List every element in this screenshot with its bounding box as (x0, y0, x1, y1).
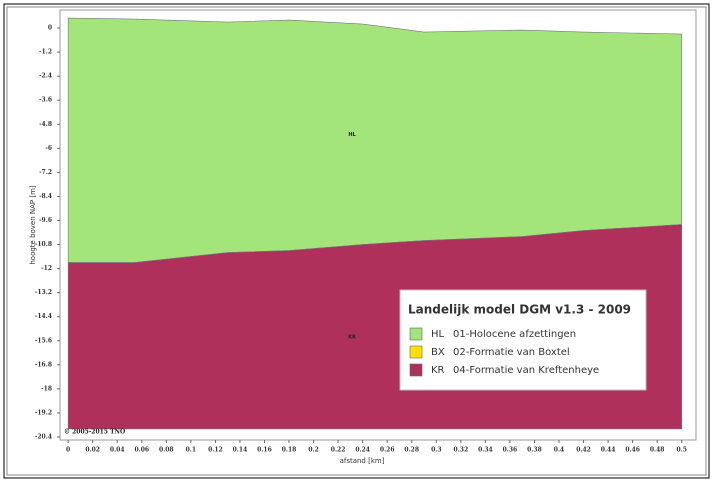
x-tick-label: 0.04 (110, 447, 125, 454)
x-tick-label: 0.5 (677, 447, 687, 454)
x-tick-label: 0.46 (625, 447, 640, 454)
x-tick-label: 0.48 (650, 447, 665, 454)
x-tick-label: 0.02 (85, 447, 100, 454)
legend-swatch (409, 327, 423, 341)
x-tick-label: 0.38 (527, 447, 542, 454)
x-tick-label: 0.26 (380, 447, 395, 454)
y-tick-label: -20.4 (35, 434, 52, 441)
x-tick-label: 0.14 (233, 447, 248, 454)
y-tick-label: -1.2 (39, 49, 52, 56)
x-tick-label: 0.06 (134, 447, 149, 454)
x-tick-label: 0.12 (208, 447, 223, 454)
y-tick-label: -19.2 (35, 409, 52, 416)
x-tick-label: 0.3 (431, 447, 441, 454)
x-tick-label: 0.24 (355, 447, 370, 454)
x-tick-label: 0.34 (478, 447, 493, 454)
x-tick-label: 0.44 (601, 447, 616, 454)
x-tick-label: 0.42 (576, 447, 591, 454)
y-axis-label: hoogte boven NAP [m] (29, 185, 37, 265)
y-tick-label: -14.4 (35, 313, 52, 320)
legend-swatch (409, 363, 423, 377)
y-tick-label: -4.8 (39, 121, 52, 128)
x-tick-label: 0.1 (186, 447, 196, 454)
copyright: © 2005-2015 TNO (64, 429, 125, 436)
x-tick-label: 0.22 (331, 447, 346, 454)
y-tick-label: -3.6 (39, 97, 52, 104)
layer-area (67, 17, 683, 263)
x-tick-label: 0 (66, 447, 70, 454)
x-tick-label: 0.28 (404, 447, 419, 454)
layer-label: HL (348, 132, 356, 138)
legend-name: 02-Formatie van Boxtel (453, 347, 570, 358)
y-tick-label: -15.6 (35, 337, 52, 344)
inner-frame (6, 6, 707, 476)
y-tick-label: -18 (41, 385, 52, 392)
outer-frame (3, 3, 710, 479)
legend-code: HL (431, 329, 445, 340)
y-tick-label: -12 (41, 265, 52, 272)
x-tick-label: 0.4 (554, 447, 564, 454)
y-tick-label: -16.8 (35, 361, 52, 368)
y-tick-label: -8.4 (39, 193, 52, 200)
x-tick-label: 0.36 (503, 447, 518, 454)
x-tick-label: 0.16 (257, 447, 272, 454)
legend-code: BX (431, 347, 445, 358)
legend-code: KR (431, 365, 445, 376)
y-tick-label: -13.2 (35, 289, 52, 296)
legend-name: 01-Holocene afzettingen (453, 329, 576, 340)
y-tick-label: -9.6 (39, 217, 52, 224)
x-tick-label: 0.2 (308, 447, 318, 454)
x-tick-label: 0.32 (454, 447, 469, 454)
y-tick-label: -10.8 (35, 241, 52, 248)
layer-label: KR (348, 334, 356, 340)
y-tick-label: 0 (48, 25, 52, 32)
y-tick-label: -2.4 (39, 73, 52, 80)
y-tick-label: -7.2 (39, 169, 52, 176)
x-axis-label: afstand [km] (340, 457, 385, 465)
legend-title: Landelijk model DGM v1.3 - 2009 (408, 303, 631, 317)
y-tick-label: -6 (45, 145, 52, 152)
legend-swatch (409, 345, 423, 359)
legend-box (399, 289, 647, 391)
x-tick-label: 0.18 (282, 447, 297, 454)
x-tick-label: 0.08 (159, 447, 174, 454)
legend-name: 04-Formatie van Kreftenheye (453, 365, 599, 376)
